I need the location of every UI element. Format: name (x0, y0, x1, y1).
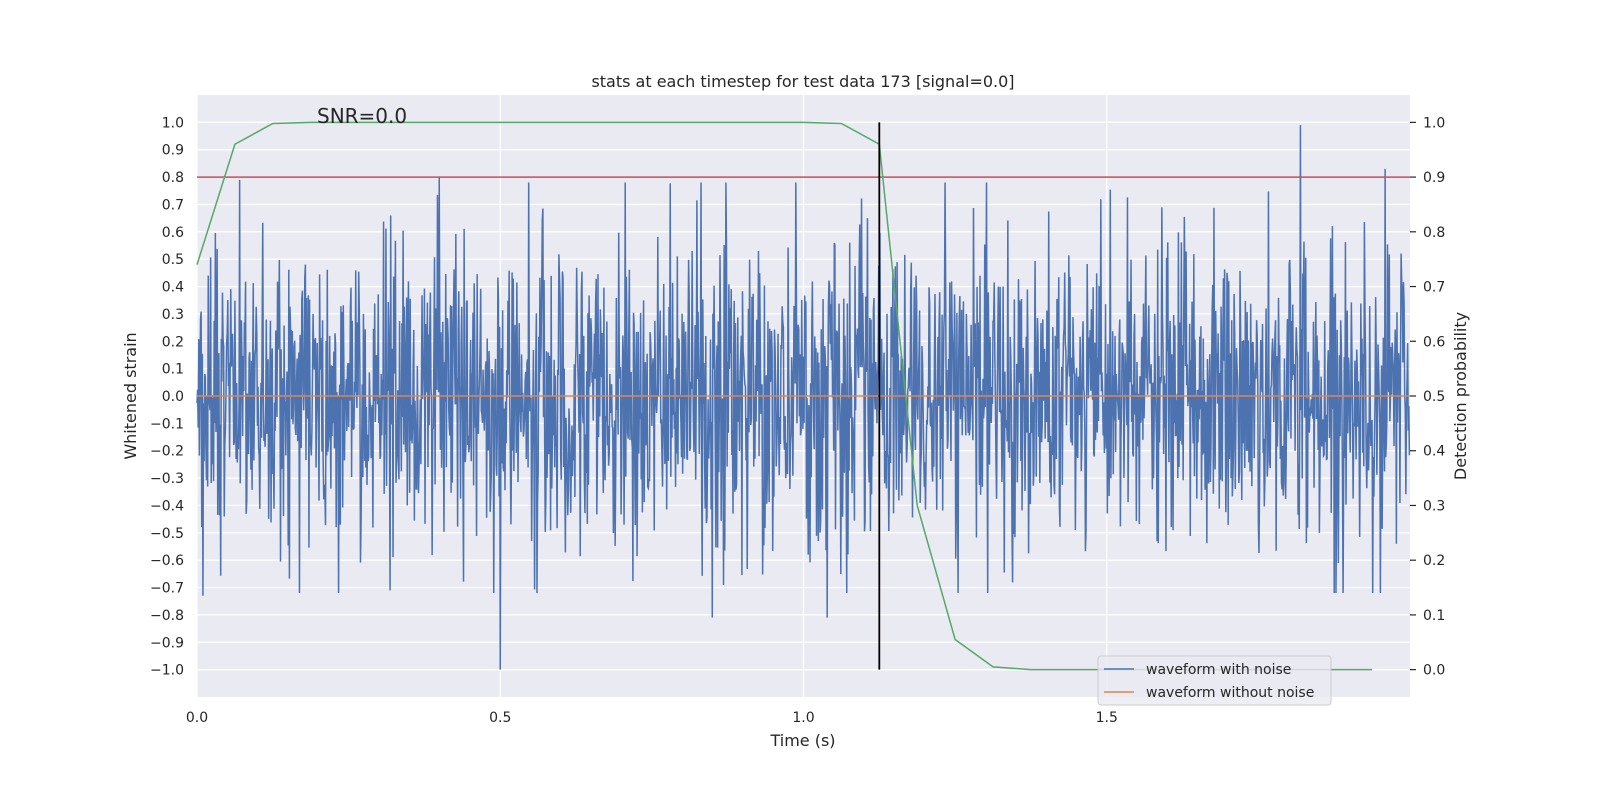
y-tick-label-left: 0.9 (162, 143, 184, 159)
y-tick-label-left: −0.4 (150, 498, 184, 514)
snr-annotation: SNR=0.0 (317, 104, 407, 128)
y-tick-label-left: −0.9 (150, 635, 184, 651)
x-tick-label: 0.5 (489, 710, 511, 726)
y-tick-label-left: −0.7 (150, 581, 184, 597)
y-tick-label-left: −0.8 (150, 608, 184, 624)
y-tick-label-right: 0.2 (1423, 553, 1445, 569)
y-tick-label-right: 0.8 (1423, 225, 1445, 241)
y-tick-label-right: 0.0 (1423, 663, 1445, 679)
y-tick-label-left: 1.0 (162, 115, 184, 131)
y-tick-label-left: 0.4 (162, 280, 184, 296)
legend: waveform with noise waveform without noi… (1097, 655, 1332, 706)
y-tick-label-left: 0.6 (162, 225, 184, 241)
legend-box (1097, 655, 1332, 706)
series-layer (196, 121, 1411, 671)
y-tick-label-left: 0.5 (162, 252, 184, 268)
y-tick-label-left: 0.0 (162, 389, 184, 405)
y-tick-label-left: 0.3 (162, 307, 184, 323)
series-detection-probability (196, 121, 1373, 671)
x-tick-label: 0.0 (186, 710, 208, 726)
y-tick-label-right: 0.9 (1423, 170, 1445, 186)
axes-layer: 0.0 0.5 1.0 1.5 1.0 0.9 0.8 0.7 0.6 0.5 0.4 0.3 0.2 0… (150, 115, 1445, 726)
y-tick-label-right: 0.3 (1423, 498, 1445, 514)
y-tick-label-right: 0.6 (1423, 334, 1445, 350)
y-tick-label-right: 0.4 (1423, 444, 1445, 460)
y-tick-label-right: 1.0 (1423, 115, 1445, 131)
x-tick-label: 1.0 (792, 710, 814, 726)
y-tick-label-left: −0.2 (150, 444, 184, 460)
y-tick-label-left: −0.6 (150, 553, 184, 569)
legend-label-clean: waveform without noise (1146, 685, 1314, 701)
y-tick-label-left: 0.8 (162, 170, 184, 186)
x-tick-label: 1.5 (1096, 710, 1118, 726)
y-tick-label-left: −0.5 (150, 526, 184, 542)
y-tick-label-left: −0.3 (150, 471, 184, 487)
y-tick-label-right: 0.7 (1423, 280, 1445, 296)
y-tick-label-right: 0.1 (1423, 608, 1445, 624)
y-tick-label-left: −0.1 (150, 416, 184, 432)
x-axis-label: Time (s) (769, 731, 835, 750)
y-tick-label-left: −1.0 (150, 663, 184, 679)
legend-label-noise: waveform with noise (1146, 662, 1291, 678)
y-axis-label-right: Detection probability (1451, 312, 1470, 480)
y-tick-label-left: 0.2 (162, 334, 184, 350)
series-waveform-with-noise (196, 125, 1411, 670)
y-tick-label-right: 0.5 (1423, 389, 1445, 405)
chart-title: stats at each timestep for test data 173… (591, 72, 1014, 91)
y-tick-label-left: 0.1 (162, 362, 184, 378)
y-axis-label-left: Whitened strain (121, 332, 140, 459)
y-tick-label-left: 0.7 (162, 197, 184, 213)
